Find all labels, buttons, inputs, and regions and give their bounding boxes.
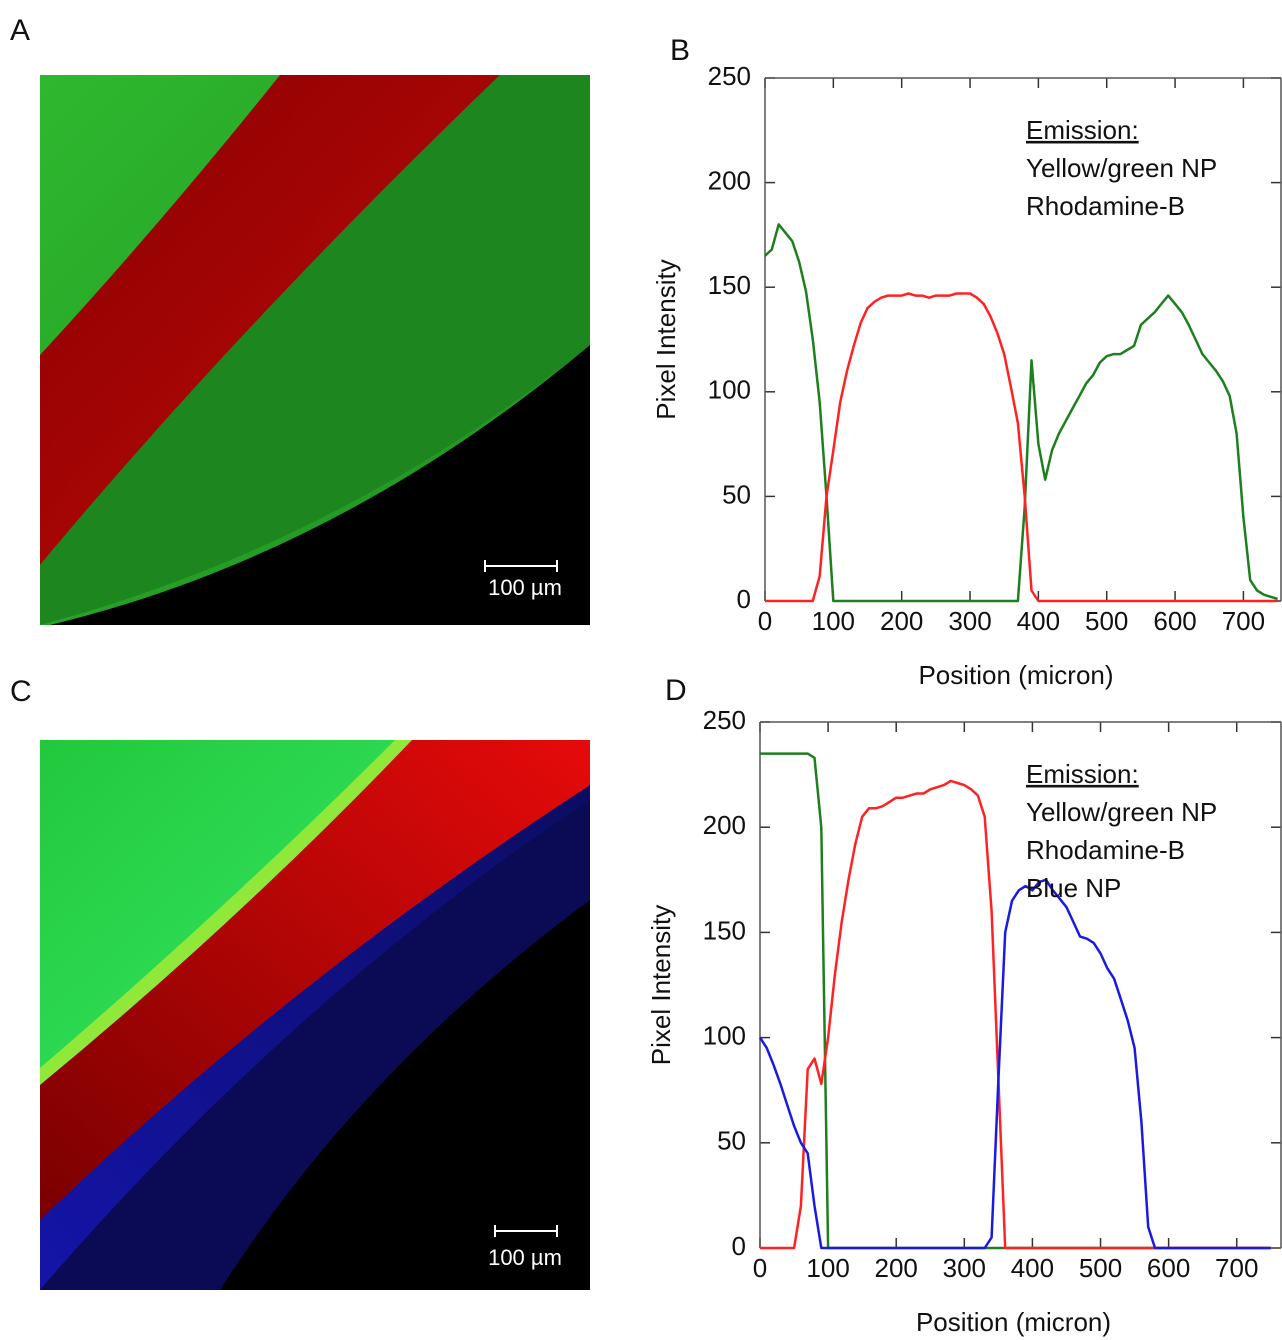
x-axis-label: Position (micron) <box>918 660 1113 690</box>
y-tick-label: 0 <box>737 584 751 614</box>
y-tick-label: 150 <box>703 915 746 945</box>
series-line <box>760 779 1271 1250</box>
x-tick-label: 400 <box>1017 606 1060 636</box>
x-tick-label: 700 <box>1215 1253 1258 1283</box>
x-tick-label: 700 <box>1222 606 1265 636</box>
legend-title: Emission: <box>1026 759 1139 789</box>
y-tick-label: 150 <box>708 270 751 300</box>
series-line <box>758 878 1271 1250</box>
micrograph-a <box>40 75 590 625</box>
y-tick-label: 250 <box>703 705 746 735</box>
y-tick-label: 200 <box>703 810 746 840</box>
y-tick-label: 250 <box>708 61 751 91</box>
plot-frame <box>759 721 1282 1248</box>
x-tick-label: 0 <box>753 1253 767 1283</box>
y-tick-label: 100 <box>703 1020 746 1050</box>
panel-label: D <box>665 674 687 707</box>
y-tick-label: 0 <box>732 1231 746 1261</box>
x-tick-label: 100 <box>812 606 855 636</box>
y-tick-label: 200 <box>708 165 751 195</box>
plot-frame <box>764 77 1282 601</box>
y-tick-label: 100 <box>708 375 751 405</box>
panel-label: B <box>670 34 690 67</box>
x-tick-label: 600 <box>1153 606 1196 636</box>
series-line <box>760 752 1271 1250</box>
legend-entry: Rhodamine-B <box>1026 835 1185 865</box>
x-tick-label: 600 <box>1147 1253 1190 1283</box>
legend-entry: Blue NP <box>1026 873 1121 903</box>
x-tick-label: 0 <box>758 606 772 636</box>
y-axis-label: Pixel Intensity <box>646 905 676 1065</box>
x-axis-label: Position (micron) <box>916 1307 1111 1337</box>
legend-entry: Yellow/green NP <box>1026 797 1217 827</box>
micrograph-c <box>40 740 590 1290</box>
y-tick-label: 50 <box>722 479 751 509</box>
legend-title: Emission: <box>1026 115 1139 145</box>
x-tick-label: 300 <box>943 1253 986 1283</box>
x-tick-label: 200 <box>875 1253 918 1283</box>
panel-label: C <box>10 675 32 708</box>
x-tick-label: 500 <box>1079 1253 1122 1283</box>
y-axis-label: Pixel Intensity <box>651 259 681 419</box>
scale-bar-label: 100 µm <box>488 1245 562 1270</box>
panel-label: A <box>10 14 30 47</box>
series-line <box>765 292 1278 603</box>
x-tick-label: 100 <box>806 1253 849 1283</box>
scale-bar-label: 100 µm <box>488 575 562 600</box>
x-tick-label: 500 <box>1085 606 1128 636</box>
x-tick-label: 200 <box>880 606 923 636</box>
x-tick-label: 400 <box>1011 1253 1054 1283</box>
y-tick-label: 50 <box>717 1126 746 1156</box>
x-tick-label: 300 <box>948 606 991 636</box>
legend-entry: Yellow/green NP <box>1026 153 1217 183</box>
series-line <box>764 223 1278 603</box>
legend-entry: Rhodamine-B <box>1026 191 1185 221</box>
